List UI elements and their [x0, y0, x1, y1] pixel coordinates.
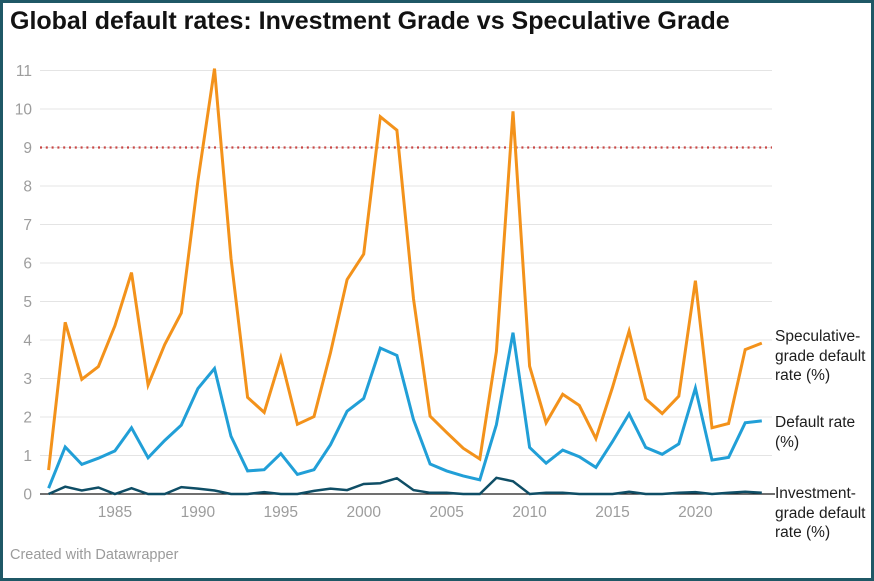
x-tick-label-1985: 1985 [98, 504, 132, 521]
x-tick-label-1990: 1990 [181, 504, 216, 521]
y-tick-label-0: 0 [23, 487, 32, 504]
series-line-speculative-grade [47, 68, 763, 471]
y-tick-label-7: 7 [23, 217, 32, 234]
series-label-default-rate: Default rate (%) [775, 414, 856, 451]
x-tick-label-2015: 2015 [595, 504, 629, 521]
y-tick-label-5: 5 [23, 294, 32, 311]
y-tick-label-10: 10 [15, 102, 33, 119]
y-tick-label-2: 2 [23, 410, 32, 427]
y-tick-label-9: 9 [23, 140, 32, 157]
series-label-investment-grade: Investment-grade default rate (%) [775, 485, 866, 542]
attribution-text: Created with Datawrapper [10, 547, 179, 563]
series-line-default-rate [47, 332, 762, 489]
series-line-investment-grade [48, 476, 762, 496]
x-tick-label-2000: 2000 [346, 504, 381, 521]
x-tick-label-2005: 2005 [429, 504, 463, 521]
x-tick-label-1995: 1995 [264, 504, 298, 521]
y-tick-label-4: 4 [23, 333, 32, 350]
x-tick-label-2010: 2010 [512, 504, 547, 521]
y-tick-label-11: 11 [16, 63, 32, 80]
x-tick-label-2020: 2020 [678, 504, 713, 521]
y-tick-label-3: 3 [23, 371, 32, 388]
y-tick-label-6: 6 [23, 256, 32, 273]
y-tick-label-8: 8 [23, 179, 32, 196]
series-label-speculative-grade: Speculative-grade default rate (%) [775, 328, 866, 385]
y-tick-label-1: 1 [23, 448, 32, 465]
chart-title: Global default rates: Investment Grade v… [10, 7, 730, 35]
